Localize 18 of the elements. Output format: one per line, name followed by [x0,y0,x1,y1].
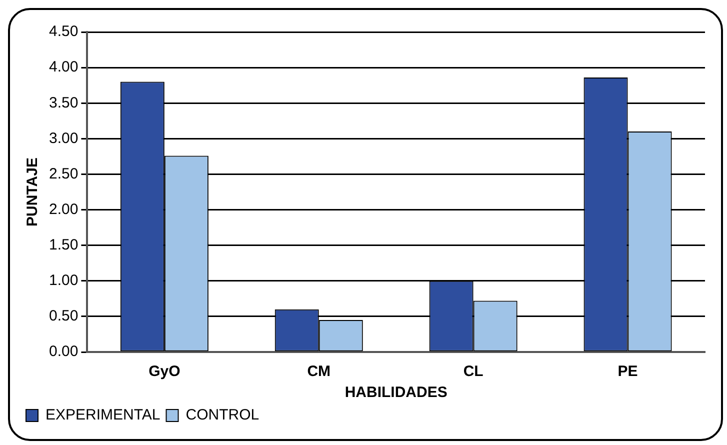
y-tick-label: 1.00 [48,272,78,290]
x-tick-label: GyO [148,363,181,380]
y-tick-label: 2.50 [48,165,78,182]
y-tick-label: 1.50 [48,236,78,254]
y-tick-label: 3.50 [48,94,78,112]
y-axis-title: PUNTAJE [24,158,42,226]
y-tick-label: 2.00 [48,200,78,218]
x-tick-label: PE [618,363,638,380]
y-tick-label: 3.00 [48,130,78,147]
legend-label: CONTROL [186,406,260,424]
x-tick-label: CM [307,363,331,380]
x-axis-title: HABILIDADES [344,384,448,402]
y-tick-label: 0.50 [48,308,78,325]
x-tick-label: CL [463,363,484,380]
y-tick-label: 4.00 [48,58,78,76]
y-tick-label: 0.00 [48,343,78,360]
legend-label: EXPERIMENTAL [46,406,160,424]
y-tick-label: 4.50 [48,23,78,40]
